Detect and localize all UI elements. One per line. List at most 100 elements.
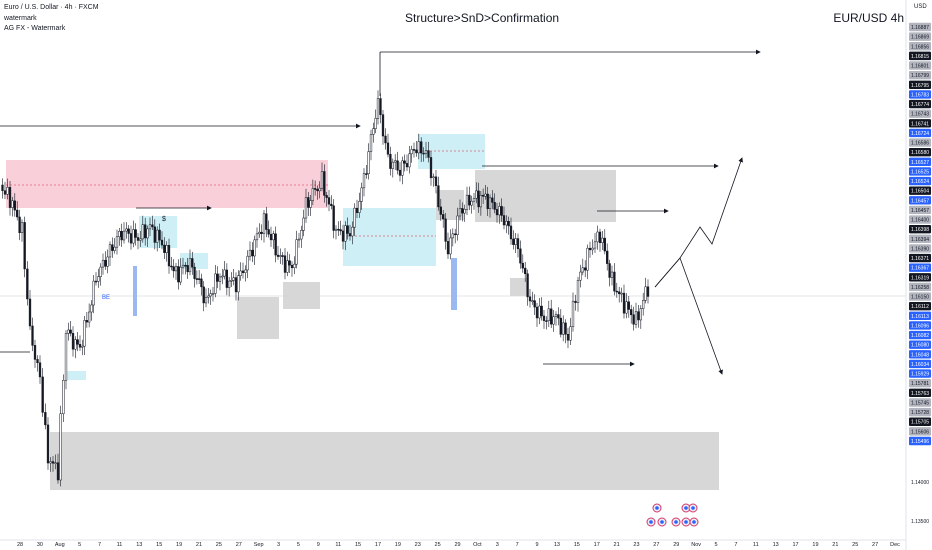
currency-label[interactable]: USD	[914, 4, 927, 10]
supply-zone	[6, 160, 328, 208]
time-tick-label: 13	[773, 542, 779, 548]
price-label-box	[909, 90, 931, 99]
price-label-box	[909, 157, 931, 166]
candle-body	[639, 308, 642, 321]
candle-body	[20, 222, 24, 234]
candle-body	[1, 184, 4, 191]
candle-body	[434, 176, 438, 186]
event-icon-dot	[674, 520, 678, 524]
candle-body	[332, 205, 335, 231]
candle-body	[615, 290, 618, 293]
price-label-box	[909, 263, 931, 272]
price-label-box	[909, 340, 931, 349]
price-label-text: 1.15929	[911, 372, 929, 378]
candle-body	[33, 345, 37, 360]
time-tick-label: 17	[375, 542, 381, 548]
candle-body	[274, 233, 277, 256]
candle-body	[227, 280, 231, 288]
pair-timeframe-label: EUR/USD 4h	[833, 11, 904, 25]
candle-body	[313, 188, 317, 190]
candle-body	[67, 329, 70, 334]
candle-body	[64, 333, 68, 381]
time-tick-label: 3	[496, 542, 499, 548]
price-label-text: 1.16113	[911, 314, 929, 320]
candle-body	[514, 238, 517, 245]
candle-body	[449, 237, 452, 255]
candle-body	[200, 278, 203, 288]
candle-body	[151, 224, 154, 228]
event-icon-dot	[691, 506, 695, 510]
candle-body	[479, 194, 483, 208]
price-label-box	[909, 109, 931, 118]
candle-body	[181, 264, 185, 268]
candle-body	[420, 141, 423, 154]
indicator-ag-fx-label[interactable]: AG FX - Watermark	[4, 25, 66, 32]
indicator-watermark-label[interactable]: watermark	[4, 15, 37, 22]
candle-body	[367, 151, 370, 174]
neutral-zone-left	[237, 297, 279, 339]
candle-body	[554, 314, 558, 317]
price-label-box	[909, 176, 931, 186]
time-tick-label: 21	[614, 542, 620, 548]
candle-body	[505, 221, 508, 226]
price-label-box	[909, 215, 931, 224]
candle-body	[38, 362, 42, 378]
candle-body	[498, 206, 501, 216]
time-tick-label: 11	[117, 542, 123, 548]
candle-body	[83, 320, 86, 347]
candle-body	[472, 197, 476, 202]
candle-body	[634, 311, 638, 325]
candle-body	[316, 189, 319, 192]
candle-body	[341, 230, 345, 242]
candle-body	[74, 339, 77, 350]
candle-body	[646, 286, 650, 297]
time-tick-label: 27	[236, 542, 242, 548]
price-label-text: 1.15781	[911, 381, 929, 387]
candle-body	[297, 238, 301, 241]
candle-body	[408, 153, 411, 168]
candle-body	[398, 169, 402, 176]
price-label-box	[909, 80, 931, 89]
candle-body	[170, 265, 173, 268]
price-label-text: 1.16457	[911, 208, 929, 214]
candle-body	[468, 194, 471, 206]
candle-body	[484, 193, 487, 197]
time-tick-label: Dec	[890, 542, 900, 548]
candle-body	[502, 215, 506, 226]
candle-body	[311, 188, 315, 201]
candle-body	[618, 291, 621, 295]
candle-body	[269, 233, 273, 241]
time-tick-label: 13	[554, 542, 560, 548]
price-label-box	[909, 417, 931, 426]
price-label-box	[909, 273, 931, 282]
candle-body	[307, 197, 310, 208]
candle-body	[156, 229, 159, 243]
candle-body	[223, 269, 226, 277]
candle-body	[318, 187, 321, 192]
time-tick-label: 7	[516, 542, 519, 548]
price-label-box	[909, 398, 931, 407]
candle-body	[136, 237, 140, 241]
price-label-text: 1.16856	[911, 44, 929, 50]
candle-body	[172, 266, 175, 272]
price-label-box	[909, 330, 931, 340]
candle-body	[323, 171, 326, 196]
price-label-text: 1.14000	[911, 480, 929, 486]
candle-body	[465, 194, 469, 210]
candle-body	[129, 233, 133, 244]
dollar-marker: $	[162, 216, 166, 223]
candle-body	[351, 226, 354, 237]
candle-body	[251, 249, 254, 257]
candle-body	[403, 160, 406, 164]
candle-body	[286, 260, 289, 273]
candle-body	[401, 160, 404, 176]
candle-body	[569, 326, 572, 341]
candle-body	[204, 296, 208, 304]
symbol-label[interactable]: Euro / U.S. Dollar · 4h · FXCM	[4, 4, 99, 11]
blue-volume-bar	[451, 258, 457, 310]
candle-body	[461, 208, 464, 214]
price-label-text: 1.16258	[911, 285, 929, 291]
candle-body	[320, 171, 324, 189]
price-label-box	[909, 99, 931, 109]
